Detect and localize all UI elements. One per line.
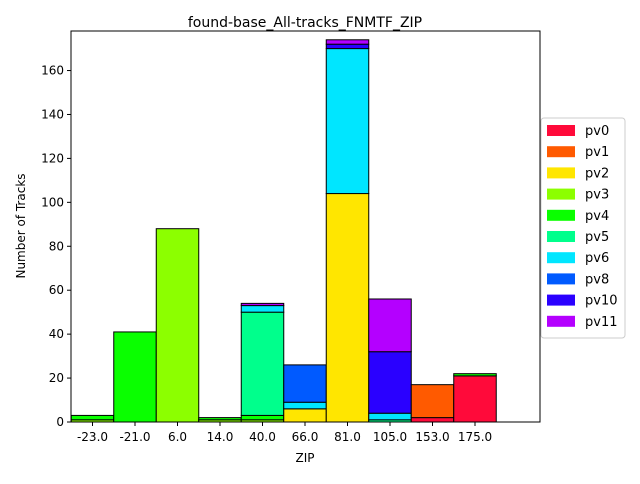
bar-segment-pv6-7	[368, 412, 412, 421]
legend: pv0 pv1 pv2 pv3 pv4 pv5 pv6 pv8 pv10 pv11	[540, 117, 626, 339]
bar-segment-pv0-8	[410, 417, 455, 423]
y-tick-label: 40	[49, 327, 64, 341]
bar-segment-pv11-7	[368, 298, 412, 353]
bar-segment-pv2-5	[283, 408, 327, 423]
bar-segment-pv4-9	[453, 373, 497, 377]
bar-segment-pv3-2	[155, 228, 200, 423]
y-tick-label: 140	[41, 107, 64, 121]
x-tick-label: 175.0	[458, 430, 492, 444]
y-tick-label: 60	[49, 283, 64, 297]
y-axis-label: Number of Tracks	[14, 173, 28, 278]
x-axis-label: ZIP	[296, 451, 315, 465]
legend-swatch-pv6	[547, 252, 575, 264]
legend-label-pv2: pv2	[585, 166, 609, 181]
bar-segment-pv11-6	[325, 39, 370, 45]
legend-swatch-pv10	[547, 294, 575, 306]
legend-swatch-pv4	[547, 209, 575, 221]
legend-label-pv3: pv3	[585, 188, 609, 203]
y-tick-label: 160	[41, 64, 64, 78]
bar-segment-pv8-5	[283, 364, 327, 403]
x-tick-label: 66.0	[292, 430, 319, 444]
bar-segment-pv10-7	[368, 351, 412, 414]
legend-label-pv6: pv6	[585, 251, 609, 266]
legend-swatch-pv0	[547, 125, 575, 136]
bar-segment-pv1-8	[410, 384, 455, 419]
x-tick-label: 105.0	[373, 430, 407, 444]
legend-swatch-pv2	[547, 167, 575, 179]
y-tick-label: 100	[41, 195, 64, 209]
legend-swatch-pv5	[547, 231, 575, 242]
bar-segment-pv11-4	[240, 302, 285, 307]
bar-segment-pv10-6	[325, 43, 370, 50]
legend-label-pv10: pv10	[585, 294, 618, 309]
x-tick-label: -21.0	[119, 430, 150, 444]
legend-swatch-pv8	[547, 273, 575, 285]
bar-segment-pv4-3	[198, 417, 242, 421]
bar-segment-pv6-6	[325, 48, 370, 195]
legend-label-pv1: pv1	[585, 145, 609, 160]
legend-label-pv5: pv5	[585, 230, 609, 245]
legend-swatch-pv11	[547, 315, 575, 327]
legend-label-pv11: pv11	[585, 315, 618, 330]
bar-segment-pv4-1	[113, 331, 157, 423]
x-tick-label: 153.0	[415, 430, 449, 444]
bar-segment-pv4-4	[240, 414, 285, 421]
bars-group	[70, 39, 497, 423]
bar-segment-pv2-6	[325, 193, 370, 423]
legend-label-pv0: pv0	[585, 124, 609, 139]
x-tick-label: 6.0	[168, 430, 187, 444]
bar-segment-pv5-4	[240, 311, 285, 416]
x-tick-label: 40.0	[249, 430, 276, 444]
legend-label-pv8: pv8	[585, 272, 609, 287]
x-tick-label: 14.0	[207, 430, 234, 444]
axes-group: 0 20 40 60 80 100 120 140 160 -23.0 -21.0 6.0 14.0 40…	[41, 30, 541, 444]
y-tick-label: 80	[49, 239, 64, 253]
bar-segment-pv6-5	[283, 401, 327, 410]
y-tick-label: 0	[56, 415, 64, 429]
x-tick-label: -23.0	[77, 430, 108, 444]
bar-segment-pv4-0	[70, 414, 115, 421]
legend-label-pv4: pv4	[585, 209, 609, 224]
bar-segment-pv6-4	[240, 305, 285, 313]
x-tick-label: 81.0	[334, 430, 361, 444]
legend-swatch-pv1	[547, 146, 575, 158]
chart-title: found-base_All-tracks_FNMTF_ZIP	[188, 15, 422, 31]
y-tick-label: 120	[41, 151, 64, 165]
y-tick-label: 20	[49, 371, 64, 385]
legend-swatch-pv3	[547, 188, 575, 200]
bar-segment-pv0-9	[453, 375, 497, 423]
